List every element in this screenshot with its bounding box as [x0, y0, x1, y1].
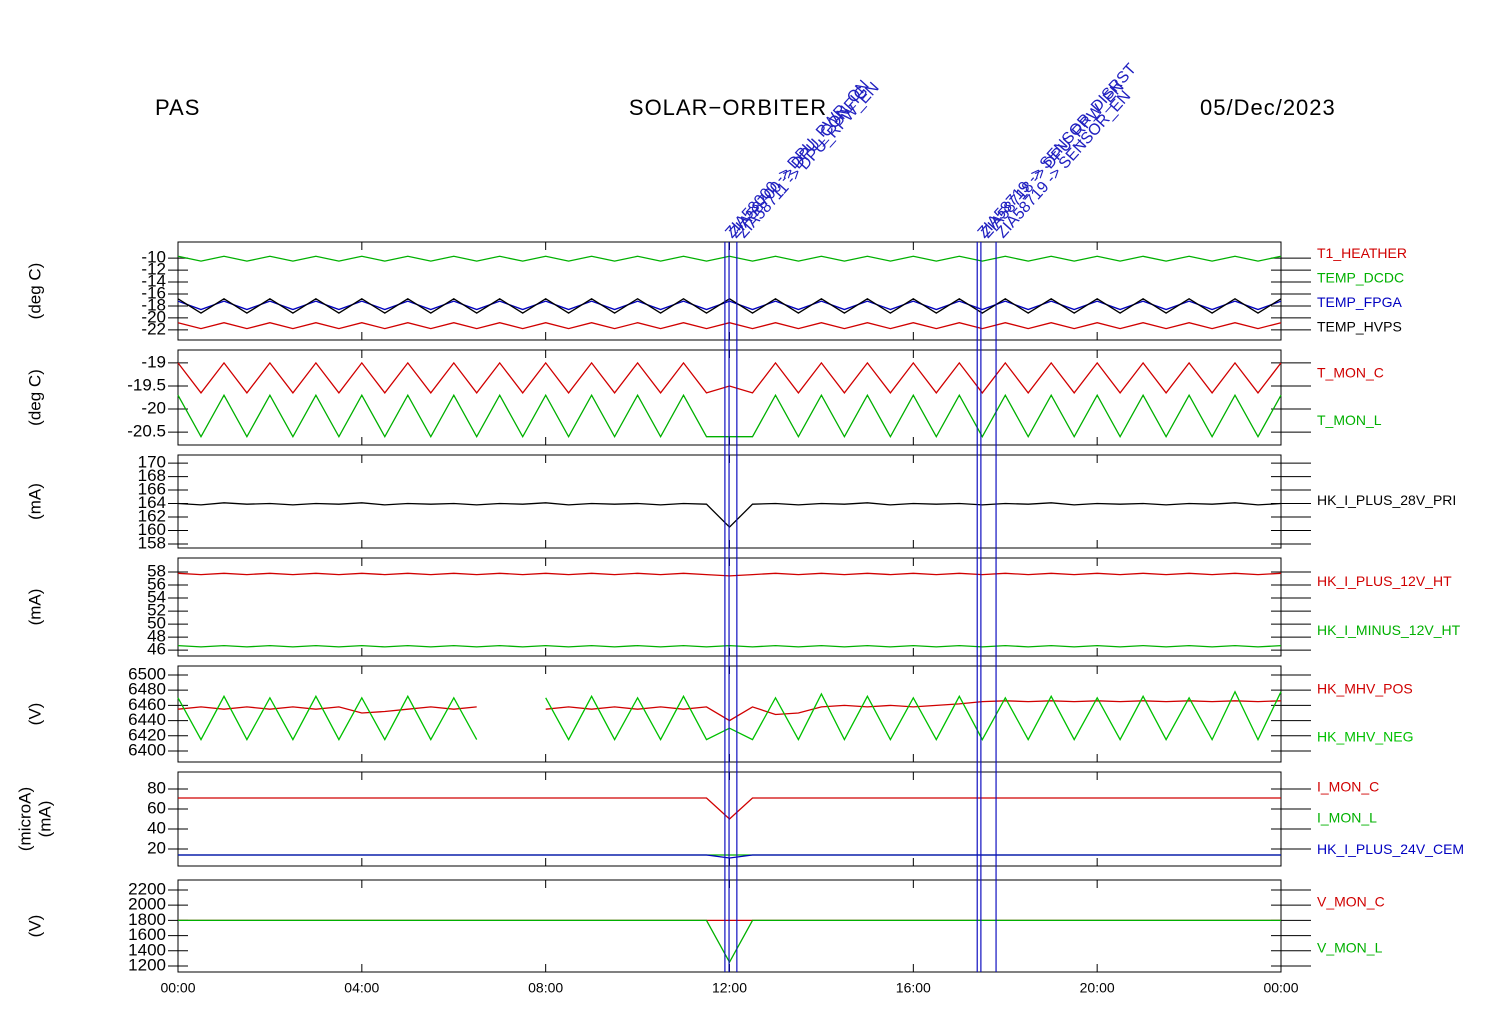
- y-tick-label: 1200: [128, 955, 166, 974]
- y-axis-label: (mA): [35, 801, 54, 838]
- y-tick-label: 6500: [128, 664, 166, 683]
- chart-title: SOLAR−ORBITER: [629, 95, 827, 120]
- date: 05/Dec/2023: [1200, 95, 1336, 120]
- x-tick-label: 16:00: [896, 980, 931, 996]
- y-axis-label: (mA): [25, 483, 44, 520]
- y-tick-label: -20: [141, 307, 166, 326]
- y-axis-label: (deg C): [25, 263, 44, 320]
- x-tick-label: 12:00: [712, 980, 747, 996]
- y-tick-label: -22: [141, 319, 166, 338]
- y-tick-label: 166: [138, 480, 166, 499]
- y-tick-label: 2200: [128, 879, 166, 898]
- legend-label: HK_I_PLUS_24V_CEM: [1317, 841, 1464, 857]
- legend-label: TEMP_DCDC: [1317, 269, 1404, 285]
- legend-label: HK_MHV_NEG: [1317, 729, 1413, 745]
- x-tick-label: 00:00: [1263, 980, 1298, 996]
- y-tick-label: 56: [147, 575, 166, 594]
- y-tick-label: -14: [141, 272, 166, 291]
- y-tick-label: -10: [141, 248, 166, 267]
- y-tick-label: -16: [141, 283, 166, 302]
- legend-label: HK_I_MINUS_12V_HT: [1317, 622, 1461, 638]
- y-tick-label: 1800: [128, 910, 166, 929]
- y-tick-label: 6440: [128, 710, 166, 729]
- legend-label: HK_MHV_POS: [1317, 681, 1413, 697]
- x-tick-label: 08:00: [528, 980, 563, 996]
- y-tick-label: -19.5: [127, 375, 166, 394]
- y-tick-label: 160: [138, 520, 166, 539]
- y-tick-label: 60: [147, 798, 166, 817]
- legend-label: T1_HEATHER: [1317, 245, 1407, 261]
- y-tick-label: 6460: [128, 695, 166, 714]
- series-line: [177, 700, 1282, 722]
- x-tick-label: 00:00: [160, 980, 195, 996]
- x-tick-label: 04:00: [344, 980, 379, 996]
- y-axis-label: (microA): [15, 787, 34, 851]
- y-axis-label: (V): [25, 703, 44, 726]
- y-axis-label: (mA): [25, 589, 44, 626]
- y-tick-label: 164: [138, 493, 166, 512]
- y-tick-label: 40: [147, 818, 166, 837]
- y-tick-label: 1400: [128, 940, 166, 959]
- y-tick-label: 162: [138, 506, 166, 525]
- y-tick-label: -19: [141, 352, 166, 371]
- y-axis-label: (deg C): [25, 369, 44, 426]
- legend-label: I_MON_L: [1317, 810, 1377, 826]
- legend-label: V_MON_L: [1317, 940, 1383, 956]
- y-tick-label: 52: [147, 601, 166, 620]
- event-label: ZIA58718 -> DPU_RPW_EN: [978, 78, 1127, 241]
- y-tick-label: -18: [141, 295, 166, 314]
- y-tick-label: 20: [147, 838, 166, 857]
- y-tick-label: 6400: [128, 740, 166, 759]
- y-axis-label: (V): [25, 915, 44, 938]
- legend-label: TEMP_HVPS: [1317, 318, 1402, 334]
- y-tick-label: -20.5: [127, 422, 166, 441]
- y-tick-label: 2000: [128, 895, 166, 914]
- series-line: [177, 690, 1282, 742]
- event-label: ZIA58719 -> SENSOR_EN: [994, 88, 1135, 242]
- legend-label: I_MON_C: [1317, 778, 1379, 794]
- legend-label: T_MON_L: [1317, 412, 1382, 428]
- y-tick-label: 170: [138, 453, 166, 472]
- y-tick-label: 6420: [128, 725, 166, 744]
- legend-label: TEMP_FPGA: [1317, 294, 1402, 310]
- y-tick-label: -20: [141, 399, 166, 418]
- y-tick-label: 54: [147, 588, 166, 607]
- y-tick-label: 80: [147, 778, 166, 797]
- y-tick-label: 6480: [128, 680, 166, 699]
- y-tick-label: 48: [147, 627, 166, 646]
- x-tick-label: 20:00: [1080, 980, 1115, 996]
- legend-label: T_MON_C: [1317, 364, 1384, 380]
- y-tick-label: 168: [138, 466, 166, 485]
- y-tick-label: 46: [147, 640, 166, 659]
- instrument: PAS: [155, 95, 200, 120]
- y-tick-label: 58: [147, 561, 166, 580]
- legend-label: HK_I_PLUS_12V_HT: [1317, 573, 1452, 589]
- y-tick-label: 158: [138, 533, 166, 552]
- legend-label: HK_I_PLUS_28V_PRI: [1317, 492, 1456, 508]
- y-tick-label: 1600: [128, 925, 166, 944]
- legend-label: V_MON_C: [1317, 894, 1385, 910]
- y-tick-label: 50: [147, 614, 166, 633]
- y-tick-label: -12: [141, 260, 166, 279]
